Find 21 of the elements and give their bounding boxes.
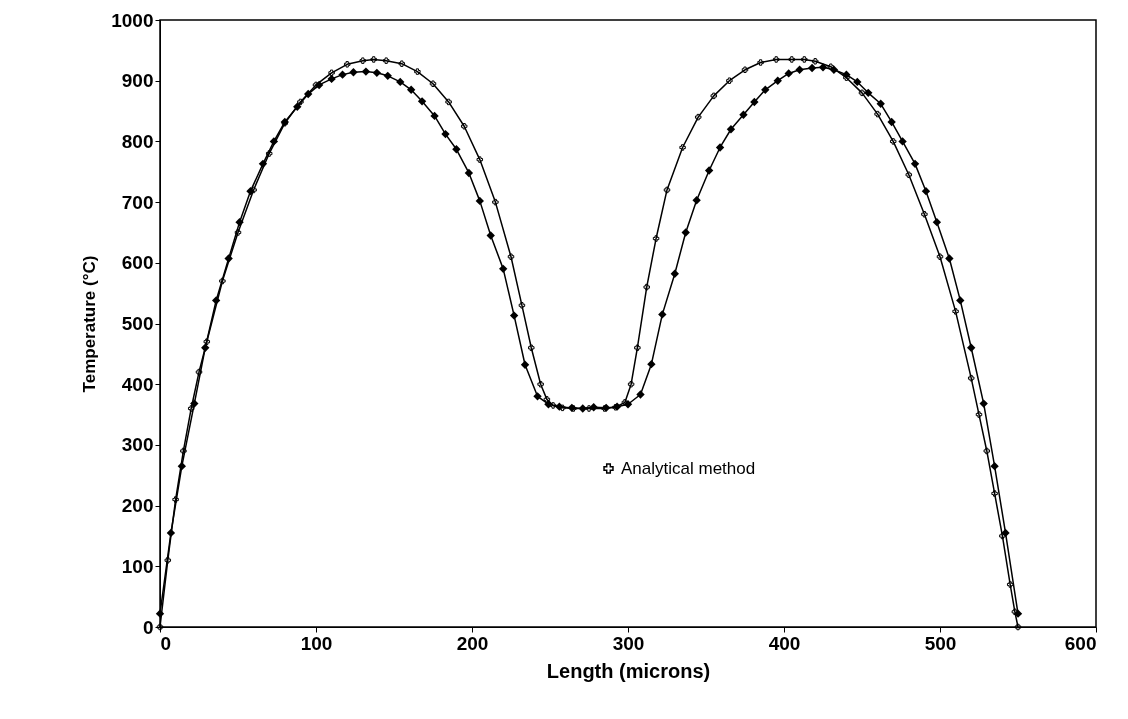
y-tick-label: 500 — [121, 313, 154, 334]
y-tick-label: 800 — [121, 130, 154, 152]
y-tick-label: 200 — [121, 495, 154, 517]
y-tick-label: 300 — [121, 434, 154, 456]
y-tick-label: 600 — [121, 252, 154, 274]
x-tick-label: 200 — [456, 632, 489, 654]
x-axis-title: Length (microns) — [546, 659, 711, 682]
legend-label: Analytical method — [621, 458, 756, 478]
y-tick-label: 700 — [121, 191, 154, 213]
y-axis-title: Temperature (°C) — [80, 255, 100, 393]
y-tick-label: 0 — [142, 616, 154, 638]
x-tick-label: 600 — [1064, 632, 1097, 654]
y-tick-label: 400 — [121, 373, 154, 395]
x-tick-label: 500 — [924, 632, 957, 654]
x-tick-label: 100 — [300, 632, 333, 654]
y-tick-label: 900 — [121, 70, 154, 92]
x-tick-label: 400 — [768, 632, 801, 654]
x-tick-label: 0 — [160, 632, 172, 654]
y-tick-label: 100 — [121, 555, 154, 577]
y-tick-label: 1000 — [111, 9, 154, 31]
x-tick-label: 300 — [612, 632, 645, 654]
